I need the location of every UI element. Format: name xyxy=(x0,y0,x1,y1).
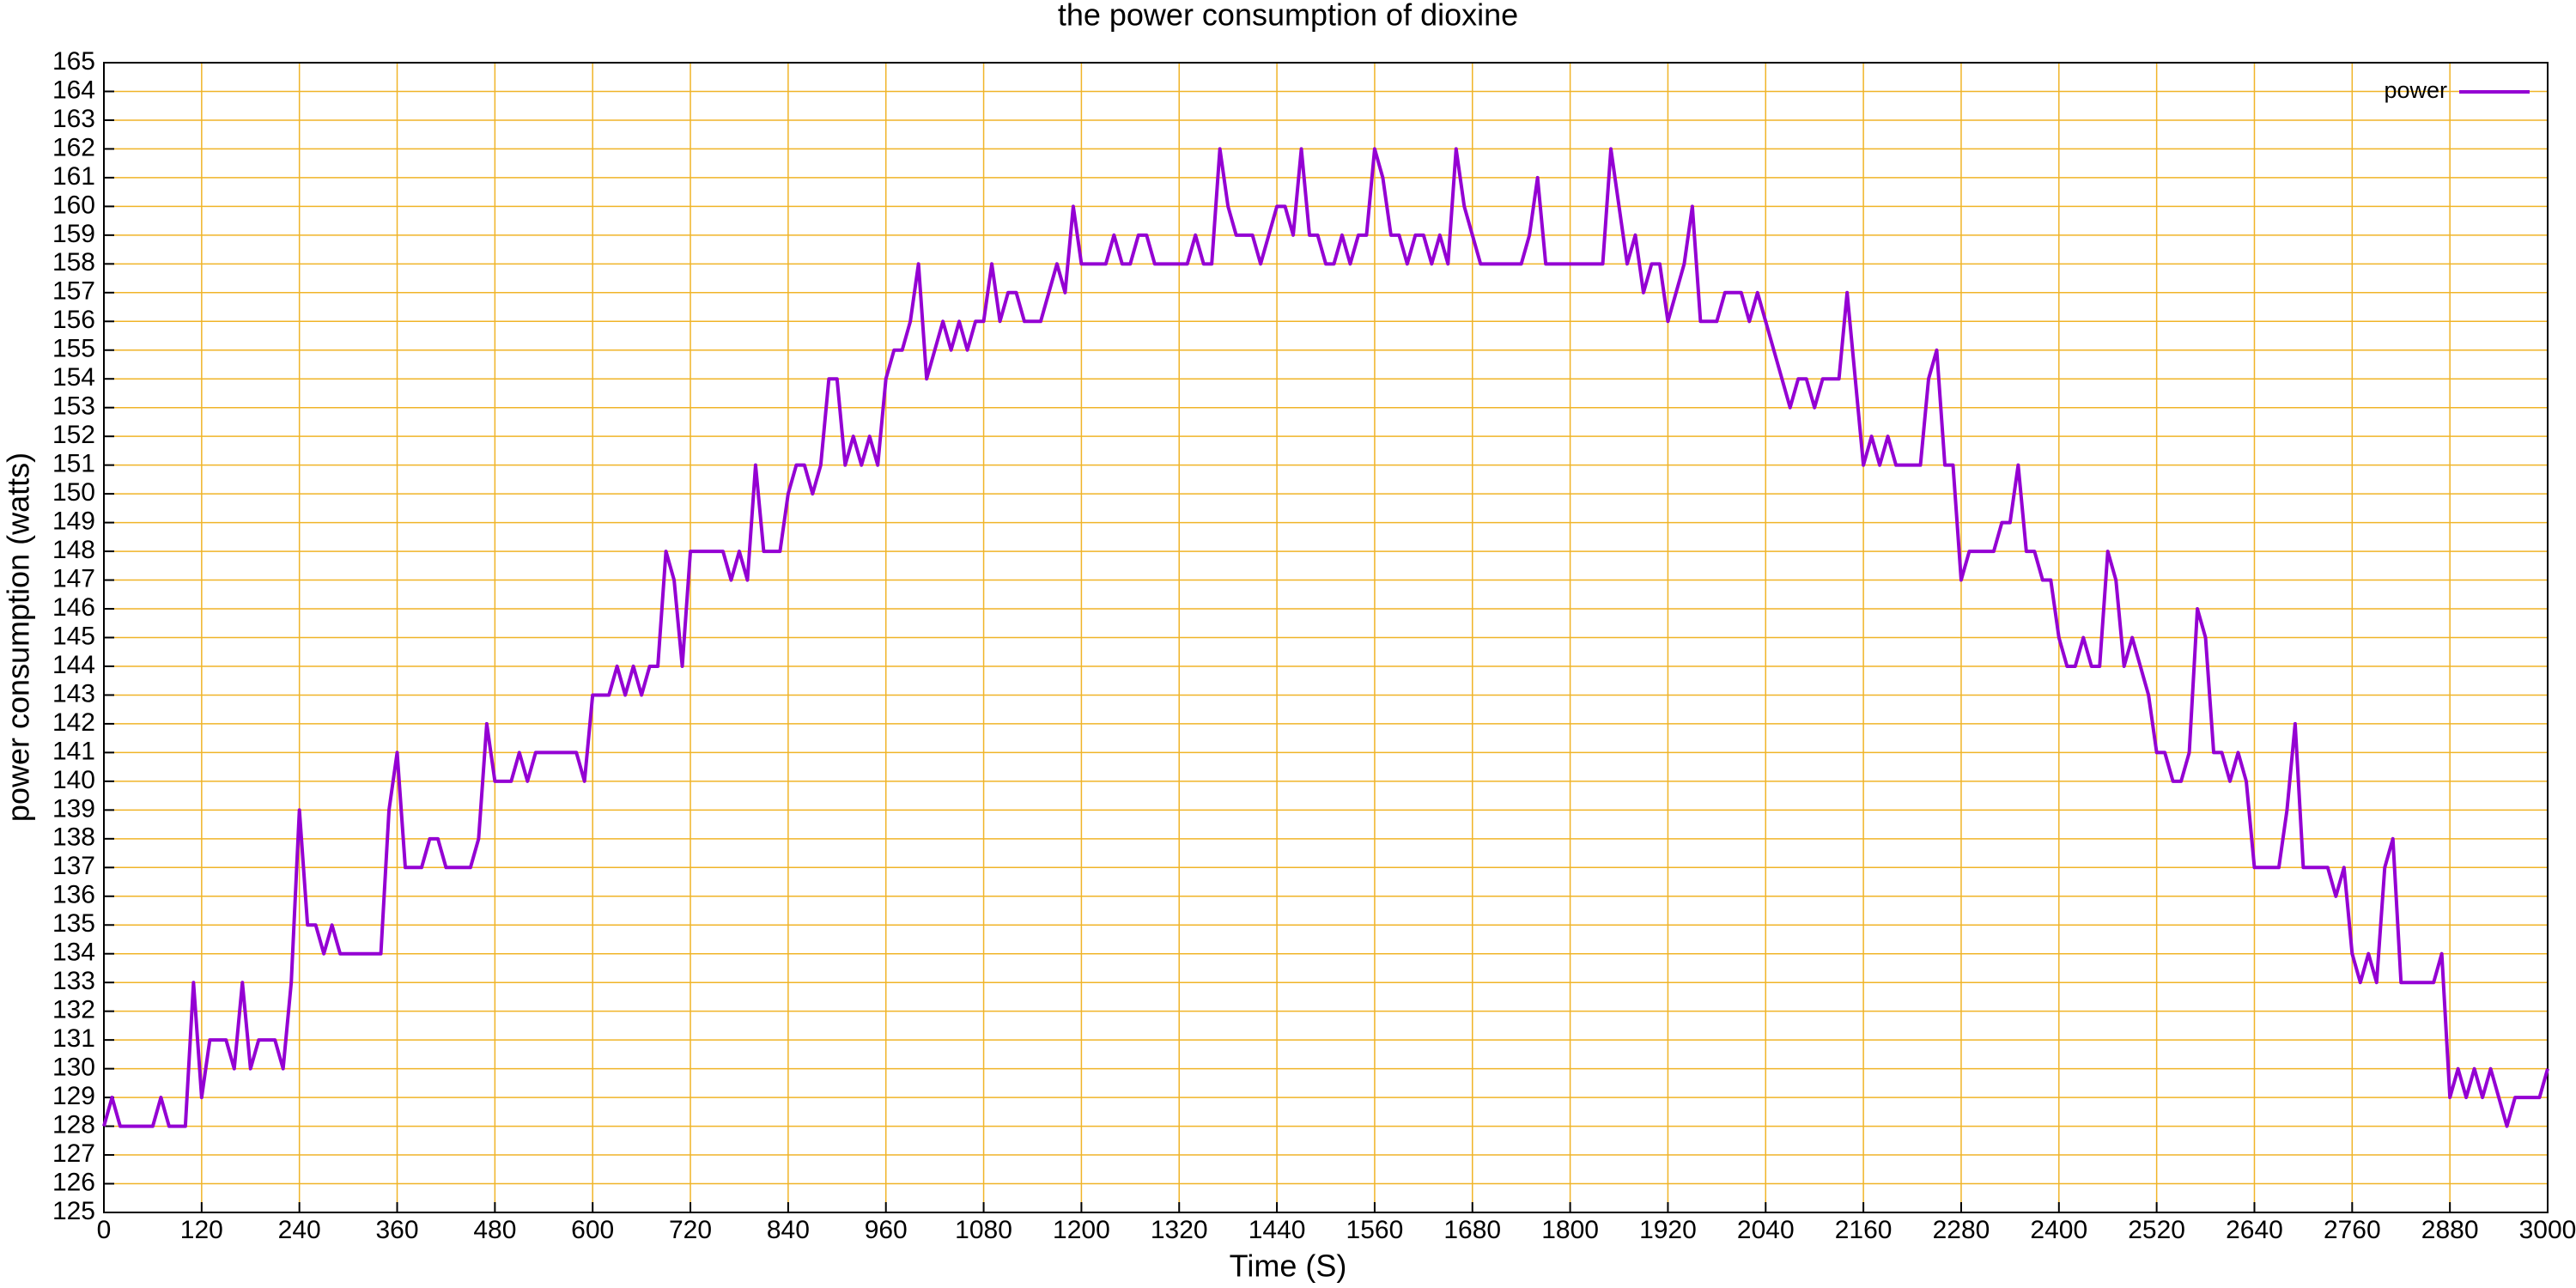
x-tick-label: 2760 xyxy=(2324,1216,2381,1244)
y-tick-label: 165 xyxy=(52,47,95,76)
y-tick-label: 139 xyxy=(52,794,95,823)
y-tick-label: 143 xyxy=(52,679,95,708)
y-tick-label: 155 xyxy=(52,335,95,363)
y-tick-label: 153 xyxy=(52,392,95,421)
x-tick-label: 2160 xyxy=(1835,1216,1893,1244)
x-tick-label: 1800 xyxy=(1541,1216,1599,1244)
y-tick-label: 141 xyxy=(52,737,95,765)
x-axis-label: Time (S) xyxy=(1230,1249,1347,1284)
y-tick-label: 148 xyxy=(52,536,95,564)
y-tick-label: 160 xyxy=(52,191,95,219)
y-tick-label: 149 xyxy=(52,507,95,536)
y-tick-label: 142 xyxy=(52,708,95,737)
x-tick-label: 2880 xyxy=(2421,1216,2479,1244)
y-tick-label: 138 xyxy=(52,823,95,852)
y-tick-label: 152 xyxy=(52,421,95,449)
y-tick-label: 156 xyxy=(52,306,95,334)
y-tick-label: 144 xyxy=(52,651,95,679)
y-tick-label: 126 xyxy=(52,1168,95,1196)
x-tick-label: 2400 xyxy=(2030,1216,2087,1244)
y-tick-label: 133 xyxy=(52,967,95,995)
y-tick-label: 150 xyxy=(52,478,95,507)
x-tick-label: 3000 xyxy=(2519,1216,2576,1244)
y-tick-label: 137 xyxy=(52,852,95,880)
x-tick-label: 2280 xyxy=(1933,1216,1990,1244)
y-tick-label: 151 xyxy=(52,450,95,478)
legend-label: power xyxy=(2384,77,2447,103)
x-tick-label: 1200 xyxy=(1053,1216,1110,1244)
y-tick-label: 131 xyxy=(52,1024,95,1053)
y-tick-label: 158 xyxy=(52,248,95,276)
data-line xyxy=(102,147,2549,1128)
y-tick-label: 147 xyxy=(52,564,95,592)
y-tick-label: 134 xyxy=(52,939,95,967)
y-tick-label: 135 xyxy=(52,909,95,938)
x-tick-label: 240 xyxy=(278,1216,321,1244)
y-tick-label: 130 xyxy=(52,1054,95,1082)
y-tick-label: 125 xyxy=(52,1197,95,1225)
y-tick-label: 161 xyxy=(52,162,95,191)
y-tick-label: 162 xyxy=(52,133,95,161)
x-tick-label: 720 xyxy=(669,1216,712,1244)
x-tick-label: 1440 xyxy=(1249,1216,1306,1244)
x-tick-label: 2520 xyxy=(2128,1216,2185,1244)
x-tick-label: 840 xyxy=(767,1216,810,1244)
y-tick-label: 127 xyxy=(52,1139,95,1168)
y-tick-label: 132 xyxy=(52,996,95,1024)
x-tick-label: 960 xyxy=(865,1216,908,1244)
x-tick-label: 0 xyxy=(97,1216,112,1244)
y-tick-label: 146 xyxy=(52,593,95,622)
x-tick-label: 360 xyxy=(375,1216,418,1244)
x-tick-label: 1920 xyxy=(1639,1216,1697,1244)
chart-title: the power consumption of dioxine xyxy=(1058,0,1518,33)
y-tick-label: 163 xyxy=(52,105,95,133)
y-axis-label: power consumption (watts) xyxy=(1,453,36,822)
x-tick-label: 480 xyxy=(473,1216,516,1244)
y-tick-label: 140 xyxy=(52,766,95,794)
x-tick-label: 1080 xyxy=(955,1216,1012,1244)
x-tick-label: 600 xyxy=(571,1216,614,1244)
x-tick-label: 2040 xyxy=(1737,1216,1795,1244)
y-tick-label: 154 xyxy=(52,363,95,392)
y-tick-label: 136 xyxy=(52,881,95,909)
y-tick-label: 129 xyxy=(52,1082,95,1110)
plot-frame xyxy=(103,62,2549,1213)
y-tick-label: 128 xyxy=(52,1110,95,1139)
y-tick-label: 159 xyxy=(52,220,95,248)
x-tick-label: 1320 xyxy=(1151,1216,1208,1244)
x-tick-label: 1680 xyxy=(1443,1216,1501,1244)
y-tick-label: 145 xyxy=(52,622,95,650)
x-tick-label: 1560 xyxy=(1346,1216,1404,1244)
x-tick-label: 120 xyxy=(180,1216,223,1244)
y-tick-label: 164 xyxy=(52,76,95,104)
x-tick-label: 2640 xyxy=(2226,1216,2283,1244)
y-tick-label: 157 xyxy=(52,277,95,306)
